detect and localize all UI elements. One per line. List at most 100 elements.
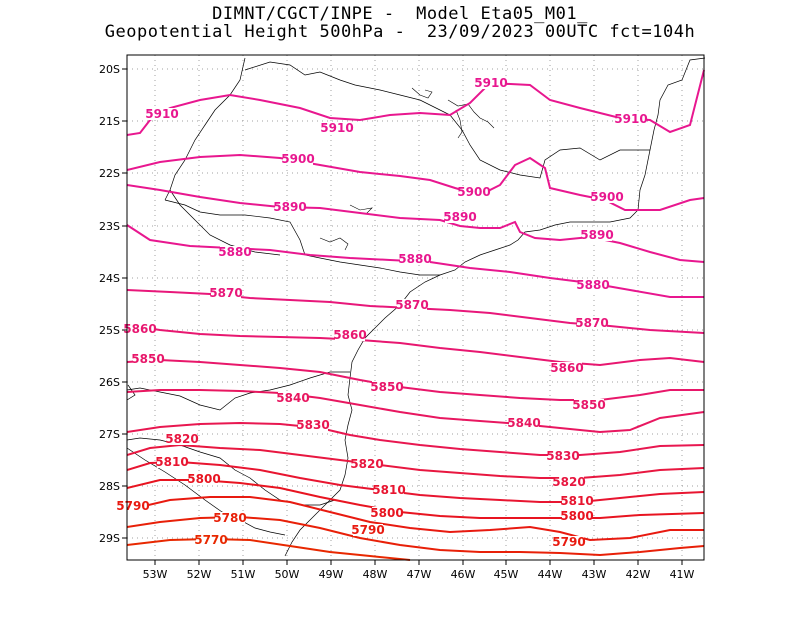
contour-label-5820: 5820 — [552, 475, 585, 489]
contour-label-5890: 5890 — [273, 200, 306, 214]
longitude-axis: 53W 52W 51W 50W 49W 48W 47W 46W 45W 44W 43W 42W 41W — [143, 560, 695, 581]
map-frame — [126, 54, 705, 561]
contour-label-5890: 5890 — [580, 228, 613, 242]
lat-tick-label: 25S — [99, 324, 120, 337]
contour-label-bg — [353, 524, 383, 536]
contour-label-5840: 5840 — [276, 391, 309, 405]
contour-label-bg — [157, 456, 187, 468]
contour-label-5870: 5870 — [575, 316, 608, 330]
state-border-mg-sp — [164, 57, 246, 201]
contour-label-5840: 5840 — [507, 416, 540, 430]
contour-label-5850: 5850 — [370, 380, 403, 394]
contour-label-5830: 5830 — [296, 418, 329, 432]
contour-label-5790: 5790 — [116, 499, 149, 513]
contour-label-5880: 5880 — [576, 278, 609, 292]
contour-label-5820: 5820 — [165, 432, 198, 446]
contour-label-bg — [189, 473, 219, 485]
state-border-pr-sc — [126, 371, 350, 411]
contour-label-5810: 5810 — [560, 494, 593, 508]
contour-label-5880: 5880 — [218, 245, 251, 259]
contour-label-bg — [278, 392, 308, 404]
lat-tick-label: 23S — [99, 220, 120, 233]
contour-label-5900: 5900 — [590, 190, 623, 204]
contour-label-5870: 5870 — [209, 286, 242, 300]
contour-label-5790: 5790 — [351, 523, 384, 537]
contour-label-bg — [582, 229, 612, 241]
latitude-axis: 20S 21S 22S 23S 24S 25S 26S 27S 28S 29S — [99, 63, 127, 545]
lat-tick-label: 22S — [99, 167, 120, 180]
contour-label-5910: 5910 — [614, 112, 647, 126]
contour-line-5850 — [126, 358, 704, 401]
contour-label-bg — [374, 484, 404, 496]
contour-label-bg — [118, 500, 148, 512]
contour-label-bg — [509, 417, 539, 429]
lon-tick-label: 43W — [582, 568, 607, 581]
lat-lon-grid — [127, 55, 704, 560]
contour-label-bg — [322, 122, 352, 134]
contour-label-bg — [220, 246, 250, 258]
lat-tick-label: 24S — [99, 272, 120, 285]
contour-label-bg — [372, 507, 402, 519]
lon-tick-label: 44W — [538, 568, 563, 581]
contour-label-bg — [397, 299, 427, 311]
state-border-mg-rj — [449, 114, 650, 179]
contour-label-5830: 5830 — [546, 449, 579, 463]
contour-label-5800: 5800 — [370, 506, 403, 520]
contour-label-bg — [578, 279, 608, 291]
lon-tick-label: 53W — [143, 568, 168, 581]
lat-tick-label: 20S — [99, 63, 120, 76]
lon-tick-label: 45W — [494, 568, 519, 581]
contour-label-bg — [562, 510, 592, 522]
contour-line-5860 — [126, 324, 705, 367]
contour-label-5770: 5770 — [194, 533, 227, 547]
contour-label-bg — [133, 353, 163, 365]
contour-label-5880: 5880 — [398, 252, 431, 266]
country-border-argentina — [126, 447, 286, 536]
contour-label-5870: 5870 — [395, 298, 428, 312]
contour-label-5890: 5890 — [443, 210, 476, 224]
coastline — [284, 57, 706, 557]
contour-label-5900: 5900 — [457, 185, 490, 199]
contour-label-5780: 5780 — [213, 511, 246, 525]
state-border-sp-mg-east — [244, 61, 451, 116]
lon-tick-label: 47W — [407, 568, 432, 581]
chart-title-line1: DIMNT/CGCT/INPE - Model Eta05_M01_ — [212, 4, 588, 24]
contour-label-bg — [552, 362, 582, 374]
contour-line-5790 — [126, 496, 704, 542]
lon-tick-label: 42W — [626, 568, 651, 581]
lon-tick-label: 46W — [451, 568, 476, 581]
contour-label-bg — [125, 323, 155, 335]
lat-tick-label: 27S — [99, 428, 120, 441]
contour-label-5910: 5910 — [145, 107, 178, 121]
contour-label-bg — [215, 512, 245, 524]
contour-label-bg — [445, 211, 475, 223]
contour-label-5800: 5800 — [560, 509, 593, 523]
lon-tick-label: 48W — [363, 568, 388, 581]
contour-label-bg — [554, 476, 584, 488]
contour-label-5910: 5910 — [320, 121, 353, 135]
contour-label-bg — [352, 458, 382, 470]
contour-label-5850: 5850 — [131, 352, 164, 366]
contour-label-bg — [577, 317, 607, 329]
contour-label-bg — [400, 253, 430, 265]
contour-label-5790: 5790 — [552, 535, 585, 549]
contour-label-bg — [147, 108, 177, 120]
contour-label-bg — [554, 536, 584, 548]
contour-label-bg — [283, 153, 313, 165]
contour-label-bg — [562, 495, 592, 507]
contour-label-5860: 5860 — [123, 322, 156, 336]
lon-tick-label: 41W — [670, 568, 695, 581]
contour-label-bg — [574, 399, 604, 411]
contour-label-5810: 5810 — [372, 483, 405, 497]
contour-label-bg — [476, 77, 506, 89]
contour-label-bg — [275, 201, 305, 213]
contour-label-bg — [372, 381, 402, 393]
state-border-sp-pr — [164, 199, 440, 276]
contour-label-bg — [298, 419, 328, 431]
contour-label-bg — [548, 450, 578, 462]
contour-label-5860: 5860 — [550, 361, 583, 375]
contour-label-bg — [616, 113, 646, 125]
contour-label-5900: 5900 — [281, 152, 314, 166]
contour-line-5770 — [126, 537, 411, 561]
